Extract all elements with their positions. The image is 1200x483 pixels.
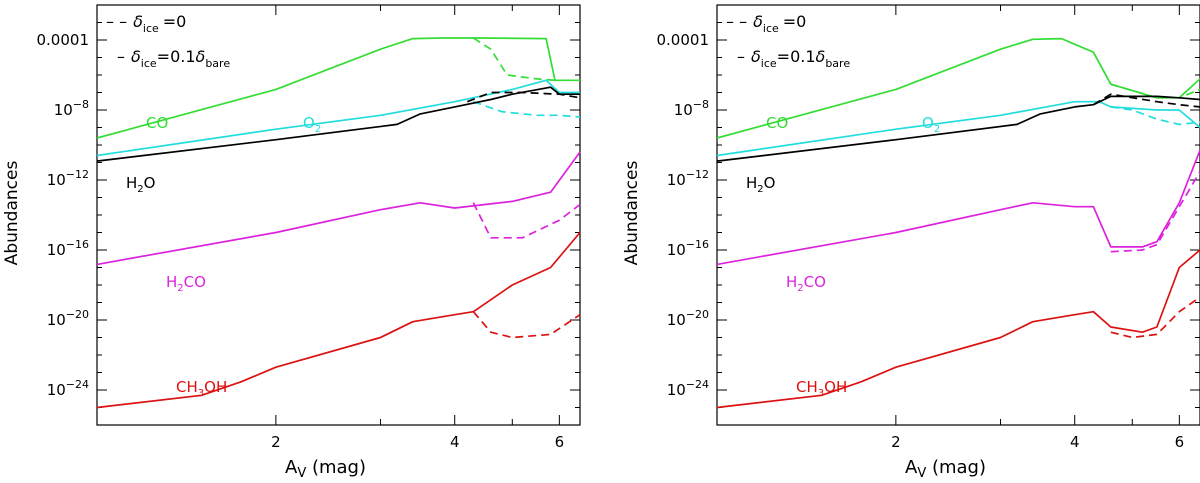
label-ch3oh: CH3OH xyxy=(796,378,847,399)
y-tick-label: 10−12 xyxy=(667,168,709,189)
right-panel: 2 4 6 10−24 10−20 10−16 10−12 10−8 0.0001 Abunda… xyxy=(622,4,1200,481)
x-tick-label: 2 xyxy=(271,433,281,451)
y-tick-label: 0.0001 xyxy=(657,31,710,49)
y-tick-label: 10−8 xyxy=(674,98,709,119)
series-layer xyxy=(716,37,1200,409)
series-line-o2-dashed xyxy=(1110,106,1200,126)
series-line-o2-dashed xyxy=(473,100,581,118)
legend-entry-solid: – δice=0.1δbare xyxy=(737,47,850,70)
label-o2: O2 xyxy=(303,114,321,135)
label-ch3oh: CH3OH xyxy=(176,378,227,399)
label-h2o: H2O xyxy=(746,174,775,195)
y-tick-label: 10−20 xyxy=(667,308,709,329)
series-line-ch3oh-solid xyxy=(96,231,581,409)
legend-entry-dashed: – – δice =0 xyxy=(106,12,186,35)
series-line-h2co-dashed xyxy=(1110,171,1200,253)
x-tick-label: 4 xyxy=(450,433,460,451)
legend: – – δice =0 – δice=0.1δbare xyxy=(726,12,850,70)
plot-frame xyxy=(96,4,581,426)
series-line-h2co-solid xyxy=(96,151,581,266)
y-tick-label: 10−8 xyxy=(54,98,89,119)
series-line-ch3oh-solid xyxy=(716,249,1200,409)
y-tick-label: 10−16 xyxy=(667,238,709,259)
label-h2o: H2O xyxy=(126,174,155,195)
y-tick-label: 10−24 xyxy=(47,378,89,399)
y-tick-label: 10−12 xyxy=(47,168,89,189)
y-tick-label: 10−24 xyxy=(667,378,709,399)
series-line-co-solid xyxy=(96,37,580,139)
series-layer xyxy=(96,37,581,409)
left-panel: 2 4 6 10−24 10−20 10−16 10−12 10−8 0.0001 Abunda… xyxy=(2,4,581,481)
label-co: CO xyxy=(766,114,788,132)
x-tick-label: 2 xyxy=(891,433,901,451)
y-axis-label: Abundances xyxy=(2,161,22,266)
x-tick-label: 6 xyxy=(555,433,565,451)
x-tick-label: 4 xyxy=(1070,433,1080,451)
label-co: CO xyxy=(146,114,168,132)
y-axis-label: Abundances xyxy=(622,161,642,266)
label-h2co: H2CO xyxy=(166,273,206,294)
series-line-ch3oh-dashed xyxy=(472,311,581,339)
series-line-h2o-solid xyxy=(96,86,580,162)
series-line-h2o-dashed xyxy=(466,91,581,103)
x-axis-label: AV (mag) xyxy=(285,457,366,481)
y-tick-label: 10−20 xyxy=(47,308,89,329)
species-labels: CO O2 H2O H2CO CH3OH xyxy=(746,114,940,399)
label-h2co: H2CO xyxy=(786,273,826,294)
x-axis-label: AV (mag) xyxy=(905,457,986,481)
series-line-ch3oh-dashed xyxy=(1110,296,1200,339)
legend: – – δice =0 – δice=0.1δbare xyxy=(106,12,230,70)
series-line-h2co-dashed xyxy=(472,202,581,239)
axis-ticks: 2 4 6 10−24 10−20 10−16 10−12 10−8 0.0001 xyxy=(37,4,580,451)
series-line-h2co-solid xyxy=(716,149,1200,266)
y-tick-label: 10−16 xyxy=(47,238,89,259)
y-tick-label: 0.0001 xyxy=(37,31,90,49)
label-o2: O2 xyxy=(922,114,940,135)
legend-entry-dashed: – – δice =0 xyxy=(726,12,806,35)
species-labels: CO O2 H2O H2CO CH3OH xyxy=(126,114,321,399)
legend-entry-solid: – δice=0.1δbare xyxy=(117,47,230,70)
series-line-co-dashed xyxy=(472,37,556,82)
series-line-h2o-solid xyxy=(716,95,1200,162)
series-line-h2o-dashed xyxy=(1092,93,1200,108)
x-tick-label: 6 xyxy=(1175,433,1185,451)
axis-ticks: 2 4 6 10−24 10−20 10−16 10−12 10−8 0.0001 xyxy=(657,4,1200,451)
plot-frame xyxy=(716,4,1200,426)
